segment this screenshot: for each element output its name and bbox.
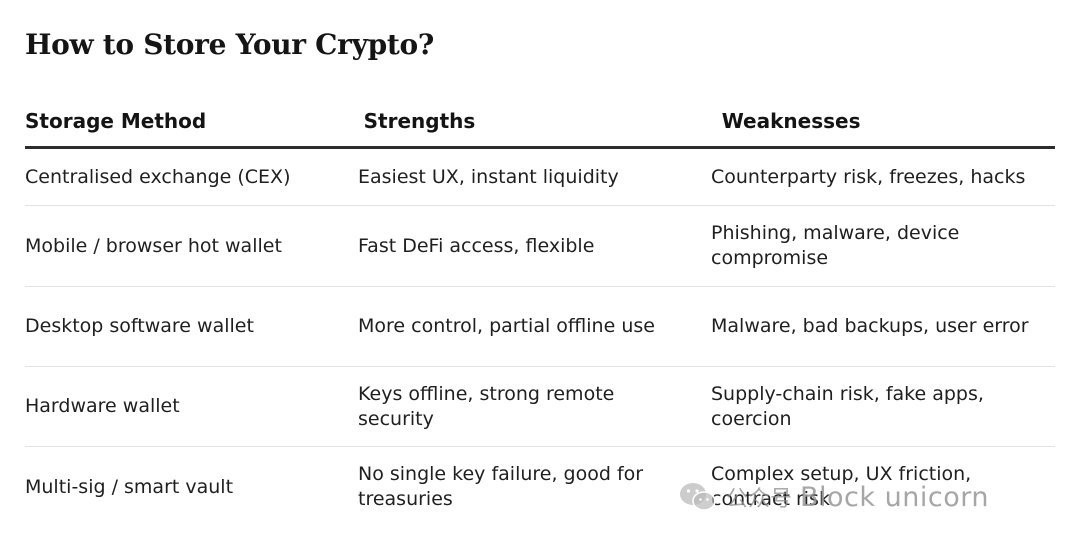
storage-method-cell: Desktop software wallet	[25, 315, 254, 337]
strengths-cell: Fast DeFi access, flexible	[358, 234, 595, 257]
weaknesses-cell: Counterparty risk, freezes, hacks	[711, 165, 1026, 188]
table-row: Hardware wallet Keys offline, strong rem…	[25, 367, 1055, 447]
column-header-weaknesses: Weaknesses	[721, 109, 861, 133]
weaknesses-cell: Complex setup, UX friction, contract ris…	[711, 463, 972, 510]
storage-method-cell: Mobile / browser hot wallet	[25, 234, 282, 257]
strengths-cell: More control, partial offline use	[358, 315, 655, 337]
storage-method-cell: Hardware wallet	[25, 395, 180, 417]
storage-method-cell: Centralised exchange (CEX)	[25, 165, 291, 188]
page-title: How to Store Your Crypto?	[25, 28, 434, 61]
table-row: Desktop software wallet More control, pa…	[25, 287, 1055, 367]
column-header-strengths: Strengths	[363, 109, 476, 133]
strengths-cell: No single key failure, good for treasuri…	[358, 463, 644, 510]
column-header-storage-method: Storage Method	[25, 109, 207, 133]
table-row: Multi-sig / smart vault No single key fa…	[25, 447, 1055, 527]
table-row: Mobile / browser hot wallet Fast DeFi ac…	[25, 206, 1055, 287]
weaknesses-cell: Supply-chain risk, fake apps, coercion	[711, 382, 984, 430]
weaknesses-cell: Malware, bad backups, user error	[711, 315, 1029, 337]
storage-comparison-table: Storage Method Strengths Weaknesses Cent…	[25, 96, 1055, 527]
weaknesses-cell: Phishing, malware, device compromise	[711, 222, 960, 269]
table-header: Storage Method Strengths Weaknesses	[25, 96, 1055, 149]
table-row: Centralised exchange (CEX) Easiest UX, i…	[25, 149, 1055, 206]
strengths-cell: Easiest UX, instant liquidity	[358, 165, 619, 188]
strengths-cell: Keys offline, strong remote security	[358, 382, 615, 430]
storage-method-cell: Multi-sig / smart vault	[25, 475, 234, 498]
